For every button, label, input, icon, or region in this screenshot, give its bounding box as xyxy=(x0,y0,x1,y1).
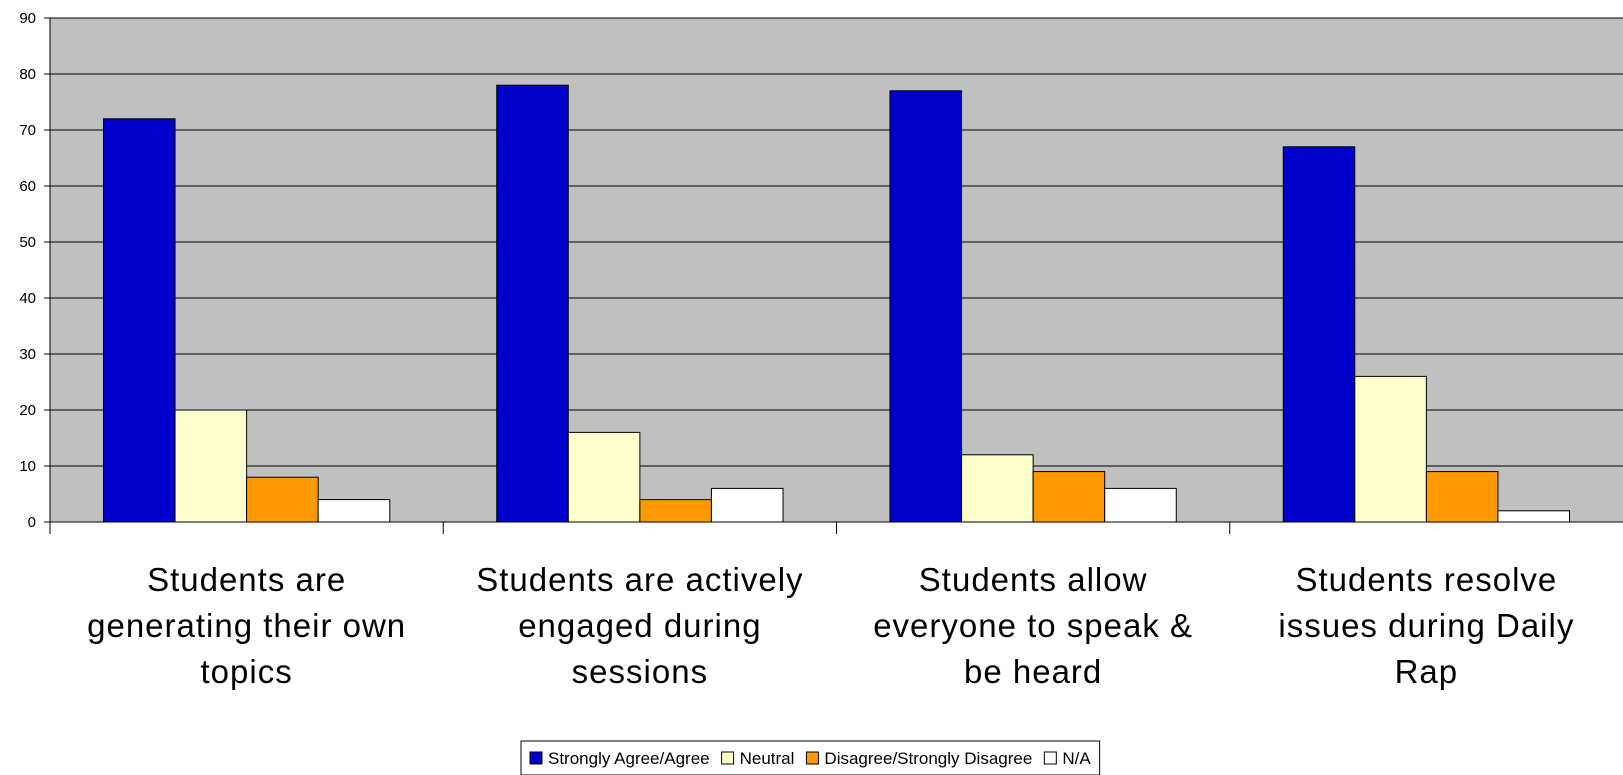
bar-disagree-strongly-disagree-4 xyxy=(1425,471,1499,523)
legend: Strongly Agree/Agree Neutral Disagree/Stro… xyxy=(520,740,1101,775)
category-label: sessions xyxy=(572,653,708,690)
category-label: engaged during xyxy=(518,607,761,644)
legend-label-neutral: Neutral xyxy=(740,749,795,768)
bar-disagree-strongly-disagree-2 xyxy=(639,499,712,523)
y-tick-label: 70 xyxy=(19,122,36,139)
y-tick-label: 90 xyxy=(19,10,36,27)
category-label: everyone to speak & xyxy=(873,607,1193,644)
category-label: generating their own xyxy=(87,607,406,644)
bar-strongly-agree-agree-2 xyxy=(496,84,569,523)
bar-strongly-agree-agree-3 xyxy=(889,90,963,523)
bar-neutral-4 xyxy=(1354,375,1427,523)
legend-swatch-disagree-strongly-disagree xyxy=(805,751,819,765)
y-tick-label: 30 xyxy=(19,346,36,363)
bar-neutral-2 xyxy=(567,431,641,523)
y-tick-label: 50 xyxy=(19,234,36,251)
bar-neutral-1 xyxy=(174,409,248,523)
category-label: Rap xyxy=(1395,653,1459,690)
category-label: Students resolve xyxy=(1295,561,1557,598)
x-axis-category-labels: Students are generating their own topics St… xyxy=(87,561,1574,690)
category-label: topics xyxy=(201,653,293,690)
bar-n-a-1 xyxy=(317,499,391,523)
bar-neutral-3 xyxy=(961,454,1034,523)
gridlines xyxy=(50,17,1623,467)
bar-strongly-agree-agree-4 xyxy=(1282,146,1356,523)
legend-box xyxy=(520,740,1101,775)
category-label: Students allow xyxy=(919,561,1148,598)
bar-disagree-strongly-disagree-3 xyxy=(1032,471,1106,523)
y-tick-label: 60 xyxy=(19,178,36,195)
bar-n-a-4 xyxy=(1497,510,1571,523)
bar-strongly-agree-agree-1 xyxy=(102,118,176,523)
y-tick-label: 10 xyxy=(19,458,36,475)
legend-label-strongly-agree-agree: Strongly Agree/Agree xyxy=(548,749,710,768)
y-tick-label: 0 xyxy=(28,514,36,531)
category-label: be heard xyxy=(964,653,1102,690)
legend-label-n-a: N/A xyxy=(1062,749,1091,768)
legend-swatch-neutral xyxy=(721,751,735,765)
y-tick-label: 20 xyxy=(19,402,36,419)
legend-swatch-n-a xyxy=(1043,751,1057,765)
category-label: Students are xyxy=(147,561,346,598)
axes xyxy=(44,17,1623,534)
y-axis-tick-labels: 0 10 20 30 40 50 60 70 80 90 xyxy=(19,10,36,531)
category-label: issues during Daily xyxy=(1278,607,1574,644)
y-tick-label: 80 xyxy=(19,66,36,83)
bar-disagree-strongly-disagree-1 xyxy=(246,476,319,523)
legend-label-disagree-strongly-disagree: Disagree/Strongly Disagree xyxy=(824,749,1032,768)
bar-n-a-3 xyxy=(1104,487,1177,523)
y-tick-label: 40 xyxy=(19,290,36,307)
bar-n-a-2 xyxy=(710,487,784,523)
bars xyxy=(102,84,1571,523)
category-label: Students are actively xyxy=(476,561,803,598)
legend-swatch-strongly-agree-agree xyxy=(529,751,543,765)
